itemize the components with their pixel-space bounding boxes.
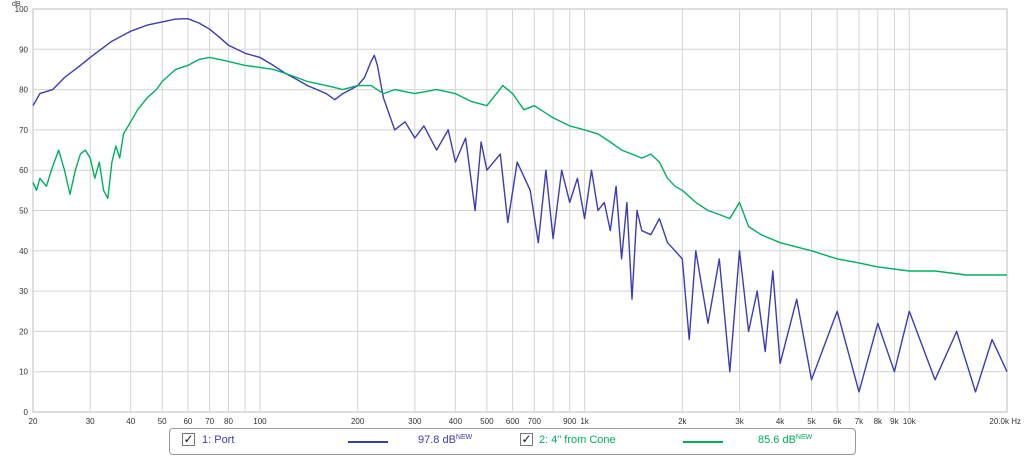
legend-label-port: 1: Port bbox=[202, 434, 235, 446]
legend-swatch-cone bbox=[683, 441, 723, 443]
x-tick-label: 6k bbox=[833, 417, 842, 426]
x-tick-label: 100 bbox=[253, 417, 267, 426]
x-tick-label: 10k bbox=[903, 417, 917, 426]
legend-level-cone: 85.6 dBNEW bbox=[758, 434, 813, 446]
y-tick-label: 60 bbox=[19, 166, 28, 175]
legend: ✓ 1: Port 97.8 dBNEW ✓ 2: 4" from Cone 8… bbox=[169, 428, 856, 455]
y-tick-label: 80 bbox=[19, 86, 28, 95]
x-tick-label: 300 bbox=[408, 417, 422, 426]
x-tick-label: 200 bbox=[351, 417, 365, 426]
y-tick-label: 70 bbox=[19, 126, 28, 135]
x-tick-label: 900 bbox=[563, 417, 577, 426]
x-tick-label: 600 bbox=[506, 417, 520, 426]
y-axis-label: dB bbox=[12, 1, 21, 8]
y-tick-label: 100 bbox=[15, 5, 29, 14]
x-tick-label: 2k bbox=[678, 417, 687, 426]
new-badge-cone: NEW bbox=[795, 434, 813, 441]
y-tick-label: 90 bbox=[19, 45, 28, 54]
series-line-2 bbox=[32, 56, 1007, 276]
x-tick-label: 8k bbox=[874, 417, 883, 426]
legend-entry-cone[interactable]: ✓ 2: 4" from Cone 85.6 dBNEW bbox=[518, 429, 848, 454]
x-tick-label: 40 bbox=[126, 417, 135, 426]
legend-label-cone: 2: 4" from Cone bbox=[539, 434, 616, 446]
x-tick-label: 3k bbox=[735, 417, 744, 426]
series-layer bbox=[32, 18, 1008, 393]
x-tick-label: 60 bbox=[183, 417, 192, 426]
x-tick-label: 9k bbox=[890, 417, 899, 426]
x-tick-label: 700 bbox=[528, 417, 542, 426]
y-tick-label: 50 bbox=[19, 207, 28, 216]
x-tick-label: 4k bbox=[776, 417, 785, 426]
y-tick-label: 20 bbox=[19, 327, 28, 336]
x-tick-label: 500 bbox=[480, 417, 494, 426]
x-tick-label: 400 bbox=[449, 417, 463, 426]
x-tick-label: 30 bbox=[86, 417, 95, 426]
legend-level-port: 97.8 dBNEW bbox=[418, 434, 473, 446]
x-tick-label: 20.0k Hz bbox=[989, 417, 1021, 426]
x-tick-label: 50 bbox=[158, 417, 167, 426]
x-tick-label: 70 bbox=[205, 417, 214, 426]
legend-entry-port[interactable]: ✓ 1: Port 97.8 dBNEW bbox=[178, 429, 508, 454]
x-tick-label: 7k bbox=[855, 417, 864, 426]
y-tick-label: 10 bbox=[19, 368, 28, 377]
x-tick-label: 20 bbox=[29, 417, 38, 426]
checkbox-cone[interactable]: ✓ bbox=[520, 432, 533, 446]
x-tick-label: 5k bbox=[807, 417, 816, 426]
x-tick-label: 80 bbox=[224, 417, 233, 426]
y-tick-label: 30 bbox=[19, 287, 28, 296]
grid bbox=[33, 9, 1007, 412]
new-badge-port: NEW bbox=[455, 434, 473, 441]
y-tick-label: 40 bbox=[19, 247, 28, 256]
x-tick-label: 1k bbox=[580, 417, 589, 426]
checkbox-port[interactable]: ✓ bbox=[182, 432, 195, 446]
legend-swatch-port bbox=[348, 441, 388, 443]
series-line-1 bbox=[32, 18, 1008, 393]
y-tick-label: 0 bbox=[24, 408, 29, 417]
